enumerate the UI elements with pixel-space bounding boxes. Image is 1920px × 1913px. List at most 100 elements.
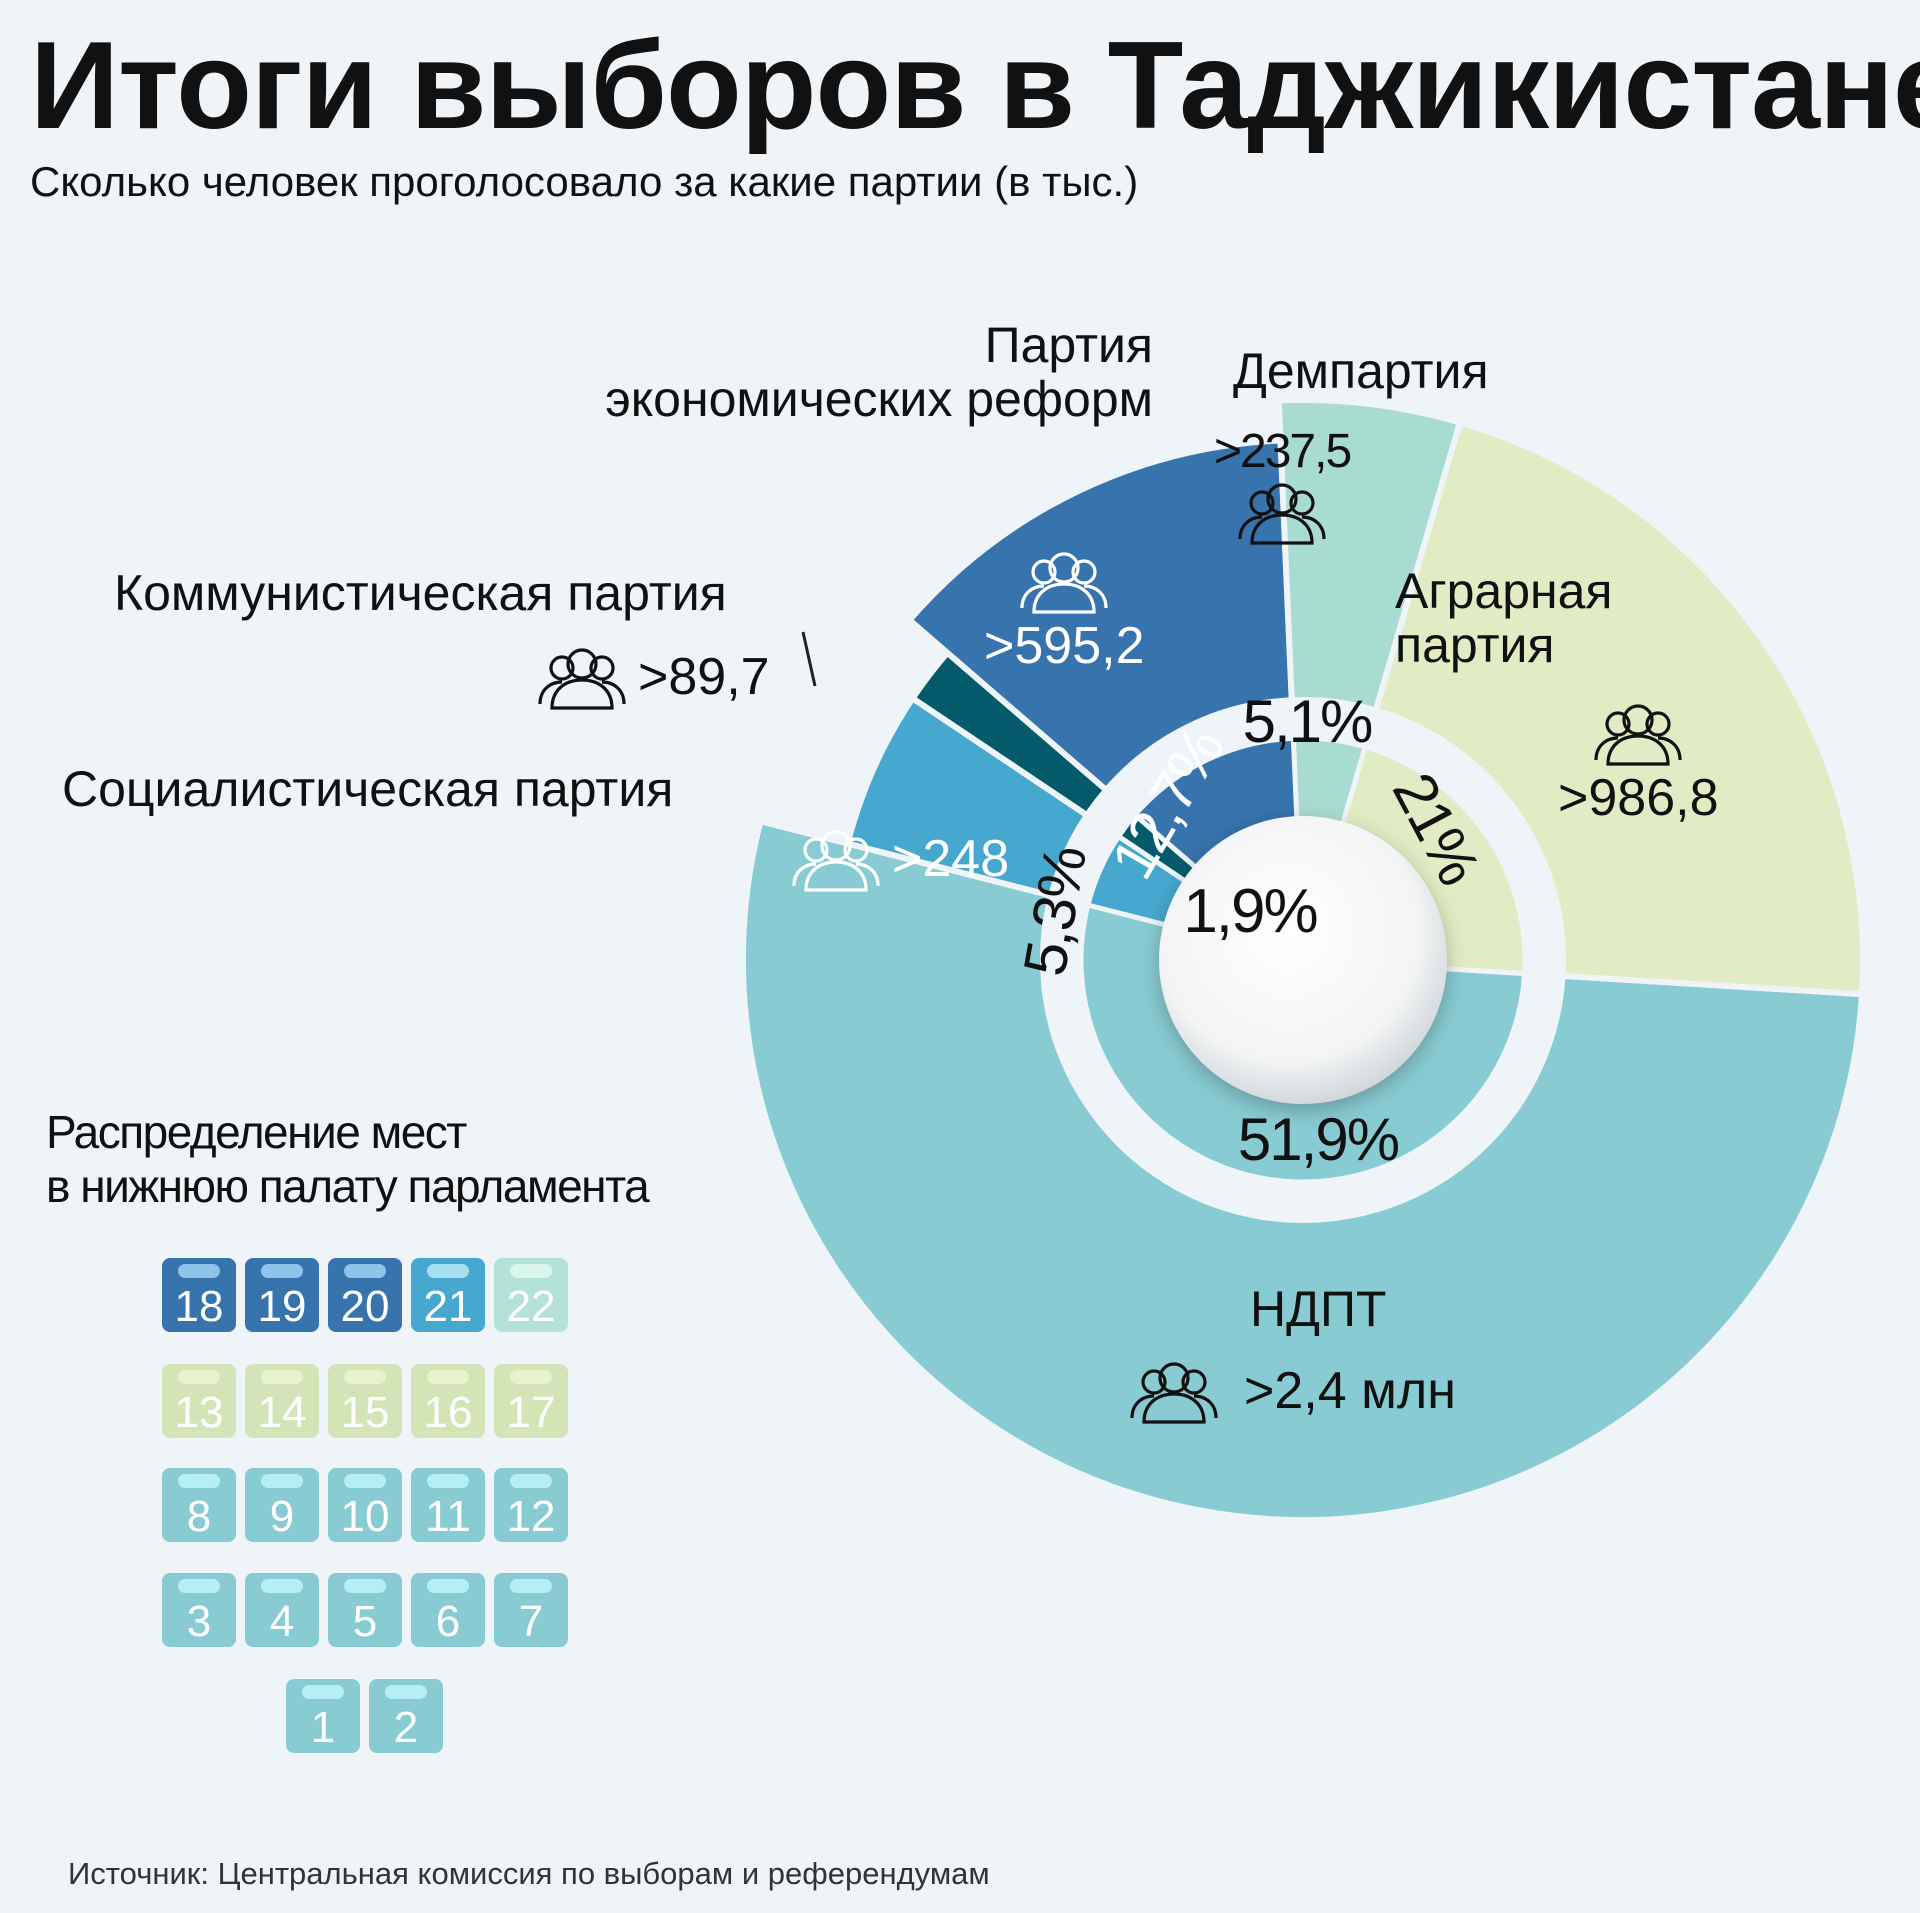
seat-cap	[261, 1264, 303, 1278]
seat-number: 16	[423, 1388, 473, 1437]
seat-19: 19	[245, 1258, 319, 1332]
seat-21: 21	[411, 1258, 485, 1332]
percent-label-ndpt: 51,9%	[1238, 1106, 1399, 1173]
people-icon	[790, 826, 882, 892]
chart-title: Итоги выборов в Таджикистане	[30, 17, 1920, 155]
seat-cap	[510, 1579, 552, 1593]
seat-22: 22	[494, 1258, 568, 1332]
votes-communist: >89,7	[536, 644, 770, 710]
seat-cap	[427, 1370, 469, 1384]
seat-10: 10	[328, 1468, 402, 1542]
votes-economic-reform-value: >595,2	[984, 617, 1145, 675]
outer-slice-agrarian	[1372, 418, 1866, 998]
seat-17: 17	[494, 1364, 568, 1438]
people-icon	[1592, 700, 1684, 766]
chart-subtitle: Сколько человек проголосовало за какие п…	[30, 158, 1139, 205]
seat-cap	[344, 1264, 386, 1278]
votes-economic-reform: >595,2	[984, 548, 1145, 676]
seat-number: 14	[257, 1388, 307, 1437]
seat-11: 11	[411, 1468, 485, 1542]
label-economic-reform: Партия экономических реформ	[528, 318, 1153, 426]
outer-slice-ndpt	[740, 817, 1866, 1523]
seat-18: 18	[162, 1258, 236, 1332]
seat-cap	[427, 1474, 469, 1488]
seat-3: 3	[162, 1573, 236, 1647]
seat-number: 9	[269, 1492, 295, 1541]
seat-12: 12	[494, 1468, 568, 1542]
label-agrarian: Аграрная партия	[1395, 564, 1613, 672]
seat-cap	[427, 1579, 469, 1593]
outer-ring	[740, 397, 1866, 1523]
votes-communist-value: >89,7	[638, 648, 770, 706]
label-agrarian-line2: партия	[1395, 617, 1555, 673]
seat-cap	[178, 1579, 220, 1593]
people-icon	[1018, 548, 1110, 614]
label-communist: Коммунистическая партия	[114, 565, 727, 621]
seat-number: 3	[186, 1597, 212, 1646]
percent-label-dem: 5,1%	[1243, 688, 1372, 755]
seat-5: 5	[328, 1573, 402, 1647]
percent-label-communist: 1,9%	[1183, 877, 1316, 946]
seat-14: 14	[245, 1364, 319, 1438]
votes-socialist-value: >248	[892, 830, 1010, 888]
seat-4: 4	[245, 1573, 319, 1647]
seat-number: 20	[340, 1282, 390, 1331]
seat-cap	[510, 1264, 552, 1278]
seat-15: 15	[328, 1364, 402, 1438]
seats-title-line2: в нижнюю палату парламента	[46, 1160, 650, 1212]
seat-cap	[302, 1685, 344, 1699]
center-hub	[1159, 816, 1447, 1104]
seat-8: 8	[162, 1468, 236, 1542]
label-dem: Демпартия	[1233, 343, 1489, 399]
seat-number: 11	[425, 1492, 471, 1541]
seat-number: 17	[506, 1388, 556, 1437]
communist-leader-line	[801, 631, 817, 687]
seat-number: 12	[506, 1492, 556, 1541]
outer-slice-economic_reform	[905, 437, 1295, 795]
seat-cap	[178, 1264, 220, 1278]
seat-1: 1	[286, 1679, 360, 1753]
seat-cap	[261, 1579, 303, 1593]
people-icon	[1236, 479, 1328, 545]
label-agrarian-line1: Аграрная	[1395, 563, 1613, 619]
label-economic-reform-line1: Партия	[984, 317, 1153, 373]
seats-title-line1: Распределение мест	[46, 1106, 467, 1158]
seat-cap	[344, 1370, 386, 1384]
seat-number: 4	[269, 1597, 295, 1646]
seat-cap	[344, 1579, 386, 1593]
seat-cap	[178, 1474, 220, 1488]
votes-agrarian: >986,8	[1558, 700, 1719, 828]
people-icon	[536, 644, 628, 710]
seat-number: 1	[310, 1703, 336, 1752]
seat-number: 22	[506, 1282, 556, 1331]
label-socialist: Социалистическая партия	[62, 761, 674, 817]
votes-dem-value: >237,5	[1214, 425, 1352, 478]
label-ndpt: НДПТ	[1250, 1281, 1387, 1337]
seat-cap	[385, 1685, 427, 1699]
seats-title: Распределение мест в нижнюю палату парла…	[46, 1105, 766, 1213]
seat-16: 16	[411, 1364, 485, 1438]
source-note: Источник: Центральная комиссия по выбора…	[68, 1856, 990, 1891]
seat-number: 15	[340, 1388, 390, 1437]
seat-number: 5	[352, 1597, 378, 1646]
seat-cap	[344, 1474, 386, 1488]
seat-9: 9	[245, 1468, 319, 1542]
seat-20: 20	[328, 1258, 402, 1332]
votes-ndpt-value: >2,4 млн	[1244, 1362, 1456, 1420]
votes-ndpt: >2,4 млн	[1128, 1358, 1456, 1424]
seat-number: 7	[518, 1597, 544, 1646]
seat-cap	[427, 1264, 469, 1278]
seat-2: 2	[369, 1679, 443, 1753]
seat-number: 18	[174, 1282, 224, 1331]
seat-number: 19	[257, 1282, 307, 1331]
people-icon	[1128, 1358, 1220, 1424]
votes-agrarian-value: >986,8	[1558, 769, 1719, 827]
seat-number: 2	[393, 1703, 419, 1752]
seat-number: 10	[340, 1492, 390, 1541]
seat-cap	[510, 1370, 552, 1384]
seat-cap	[510, 1474, 552, 1488]
votes-socialist: >248	[790, 826, 1009, 892]
seat-number: 21	[423, 1282, 473, 1331]
seat-number: 13	[174, 1388, 224, 1437]
